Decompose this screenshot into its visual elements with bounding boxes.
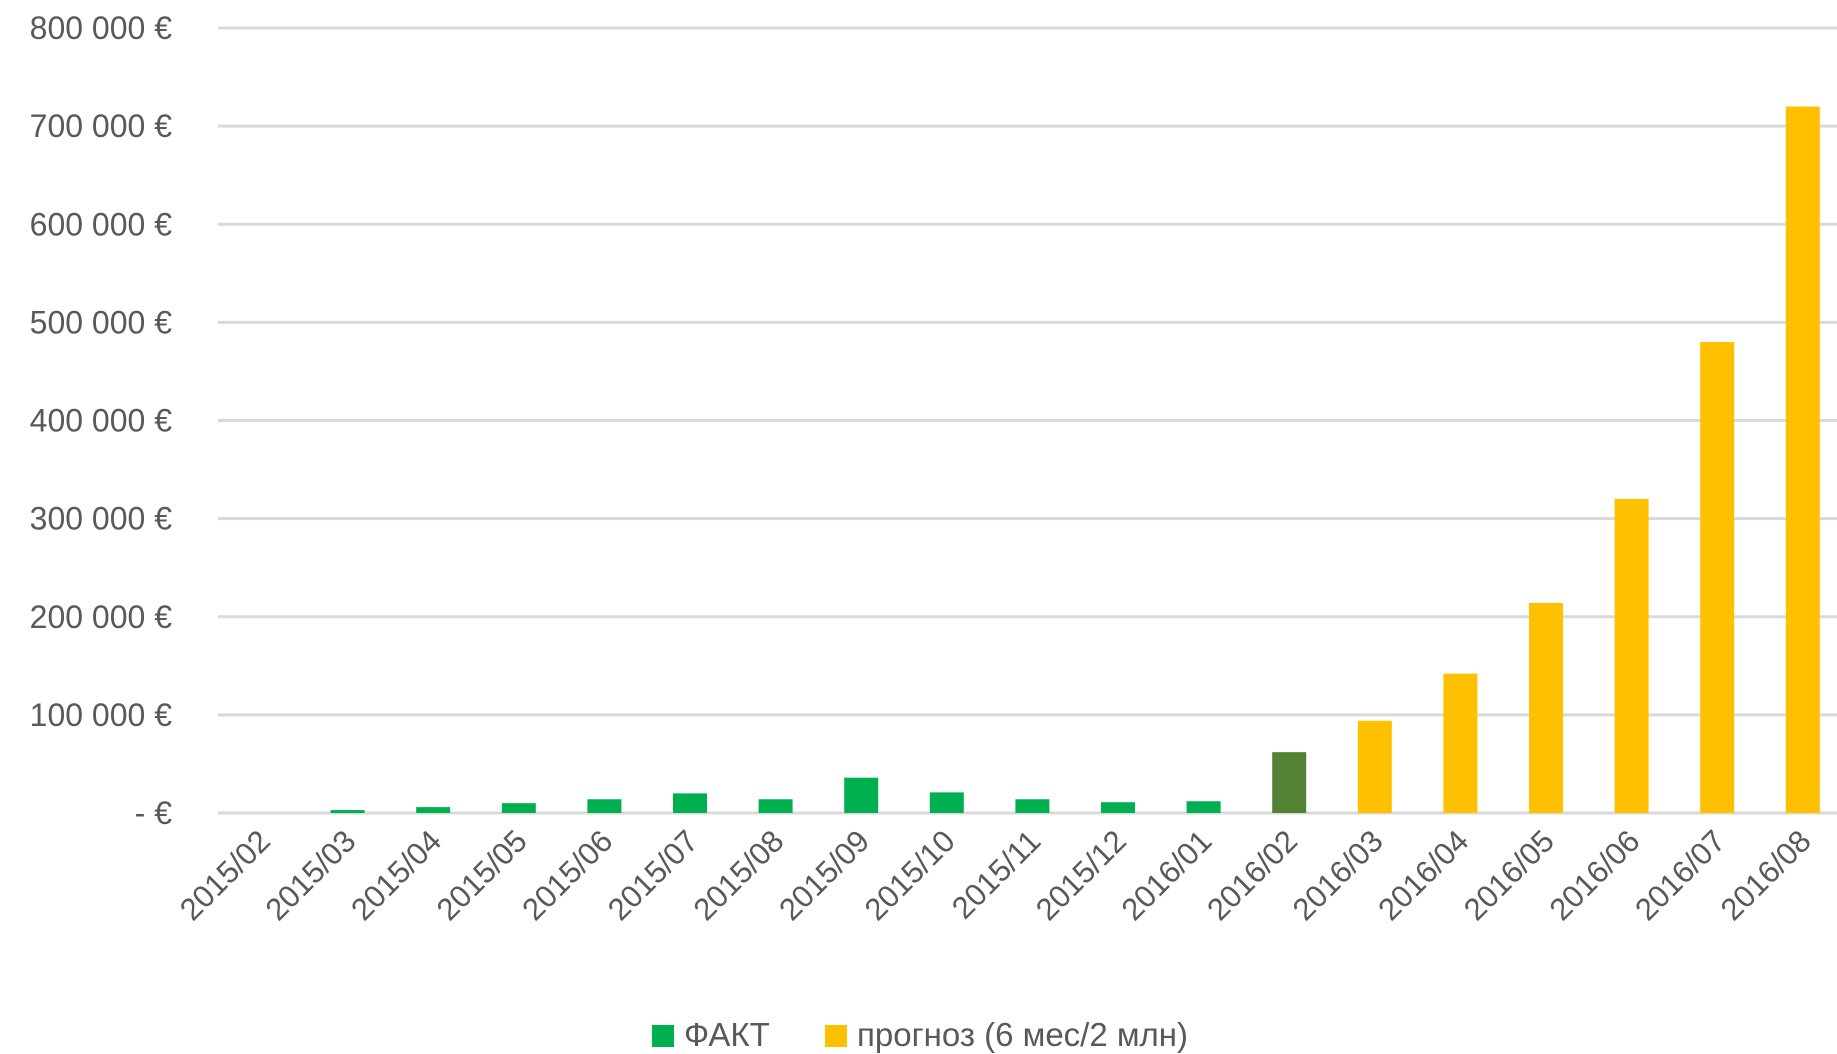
bar-fact-2015-10: [929, 792, 964, 813]
x-tick-label: 2016/06: [1543, 823, 1647, 927]
x-tick-label: 2016/05: [1457, 823, 1561, 927]
x-axis-tick-labels: 2015/022015/032015/042015/052015/062015/…: [173, 823, 1818, 927]
y-tick-label: 800 000 €: [30, 10, 173, 46]
x-tick-label: 2015/12: [1029, 823, 1133, 927]
legend-label-forecast: прогноз (6 мес/2 млн): [857, 1016, 1188, 1053]
bar-fact-2015-07: [673, 793, 707, 813]
bar-forecast-2016-04: [1443, 673, 1478, 813]
legend-swatch-forecast: [825, 1025, 847, 1047]
bar-fact-2015-12: [1101, 802, 1135, 813]
y-tick-label: 300 000 €: [30, 501, 173, 537]
bar-fact-2015-11: [1015, 799, 1050, 813]
x-tick-label: 2015/11: [945, 823, 1047, 925]
bar-fact-2016-02: [1272, 752, 1307, 813]
y-tick-label: 500 000 €: [30, 304, 173, 340]
y-axis-tick-labels: - € 100 000 € 200 000 € 300 000 € 400 000 € 5…: [30, 10, 173, 831]
x-tick-label: 2015/09: [772, 823, 876, 927]
x-tick-label: 2015/07: [601, 823, 705, 927]
y-tick-label: 400 000 €: [30, 403, 173, 439]
bar-forecast-2016-07: [1700, 342, 1735, 813]
y-tick-label: 200 000 €: [30, 599, 173, 635]
x-tick-label: 2016/07: [1628, 823, 1732, 927]
x-tick-label: 2015/03: [259, 823, 363, 927]
x-tick-label: 2016/04: [1371, 823, 1475, 927]
x-tick-label: 2015/05: [430, 823, 534, 927]
bar-forecast-2016-05: [1529, 603, 1563, 813]
bar-forecast-2016-06: [1614, 499, 1649, 813]
x-tick-label: 2016/03: [1286, 823, 1390, 927]
bar-fact-2015-08: [758, 799, 793, 813]
bars: [330, 106, 1820, 813]
bar-fact-2015-03: [330, 810, 365, 813]
legend: ФАКТ прогноз (6 мес/2 млн): [652, 1016, 1188, 1053]
bar-fact-2016-01: [1186, 801, 1221, 813]
x-tick-label: 2016/02: [1200, 823, 1304, 927]
x-tick-label: 2016/08: [1714, 823, 1818, 927]
y-tick-label: - €: [135, 795, 173, 831]
x-tick-label: 2015/02: [173, 823, 277, 927]
bar-fact-2015-06: [587, 799, 622, 813]
x-tick-label: 2015/04: [344, 823, 448, 927]
bar-fact-2015-09: [844, 777, 879, 813]
legend-label-fact: ФАКТ: [684, 1016, 770, 1053]
bar-fact-2015-05: [501, 803, 536, 813]
bar-fact-2015-04: [416, 807, 451, 813]
x-tick-label: 2016/01: [1115, 823, 1219, 927]
y-tick-label: 700 000 €: [30, 108, 173, 144]
legend-swatch-fact: [652, 1025, 674, 1047]
bar-forecast-2016-03: [1357, 720, 1392, 813]
x-tick-label: 2015/08: [687, 823, 791, 927]
y-tick-label: 100 000 €: [30, 697, 173, 733]
y-tick-label: 600 000 €: [30, 206, 173, 242]
gridlines: [218, 26, 1837, 815]
bar-forecast-2016-08: [1785, 106, 1820, 813]
x-tick-label: 2015/10: [858, 823, 962, 927]
x-tick-label: 2015/06: [515, 823, 619, 927]
